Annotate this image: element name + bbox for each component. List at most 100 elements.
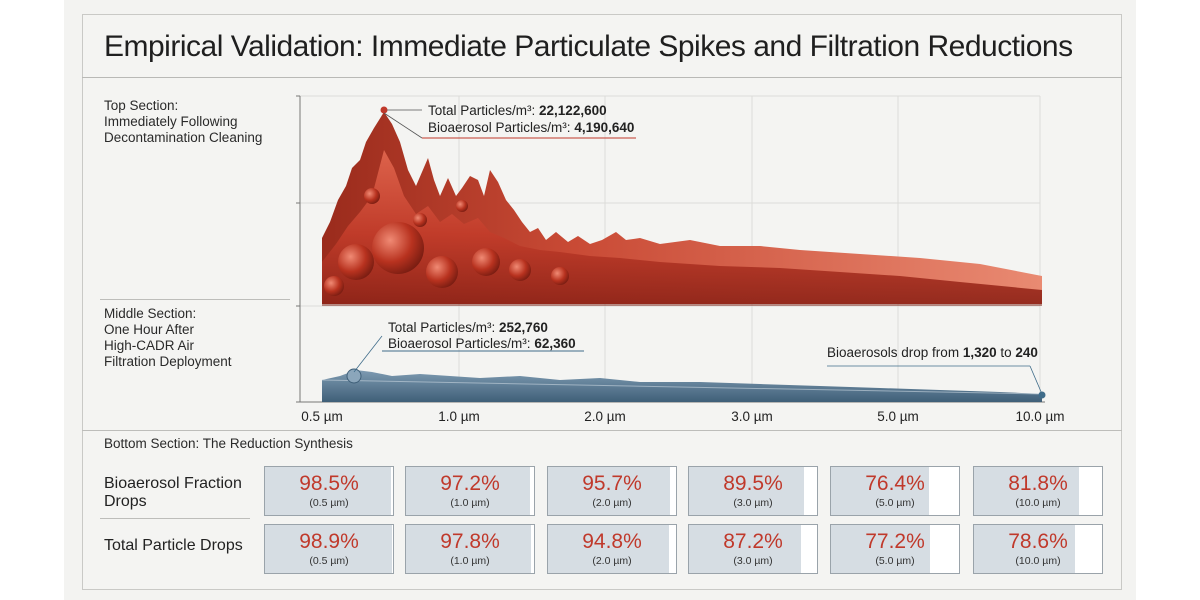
reduction-cell: 89.5% (3.0 µm) xyxy=(688,466,818,516)
reduction-cell: 76.4% (5.0 µm) xyxy=(830,466,960,516)
reduction-fill-bar xyxy=(548,467,671,515)
bottom-section-title: Bottom Section: The Reduction Synthesis xyxy=(104,436,353,451)
page-title: Empirical Validation: Immediate Particul… xyxy=(104,30,1073,63)
reduction-cell: 94.8% (2.0 µm) xyxy=(547,524,677,574)
reduction-size-label: (2.0 µm) xyxy=(592,497,632,509)
reduction-percent: 97.2% xyxy=(440,472,500,495)
reduction-fill-bar xyxy=(831,467,929,515)
title-divider xyxy=(82,77,1122,78)
callout-line xyxy=(353,335,383,373)
reduction-size-label: (0.5 µm) xyxy=(309,497,349,509)
reduction-cell: 87.2% (3.0 µm) xyxy=(688,524,818,574)
reduction-percent: 77.2% xyxy=(865,530,925,553)
bioaerosol-drop-text: Bioaerosols drop from 1,320 to 240 xyxy=(827,345,1038,360)
top-section-label-line: Immediately Following xyxy=(104,114,238,129)
middle-annotation: Total Particles/m³: 252,760 Bioaerosol P… xyxy=(353,320,584,373)
reduction-percent: 98.9% xyxy=(299,530,359,553)
middle-section-label-line: Filtration Deployment xyxy=(104,354,232,369)
particle-blob xyxy=(338,244,374,280)
particle-blob xyxy=(426,256,458,288)
post-filtration-area xyxy=(321,368,1043,402)
reduction-fill-bar xyxy=(265,525,392,573)
reduction-percent: 89.5% xyxy=(723,472,783,495)
reduction-fill-bar xyxy=(689,525,801,573)
reduction-percent: 81.8% xyxy=(1008,472,1068,495)
reduction-fill-bar xyxy=(831,525,930,573)
post-filtration-highlight xyxy=(321,379,1043,395)
middle-section-label-line: One Hour After xyxy=(104,322,195,337)
top-section-label-line: Decontamination Cleaning xyxy=(104,130,263,145)
top-section-label-line: Top Section: xyxy=(104,98,179,113)
x-tick-label: 2.0 µm xyxy=(584,409,626,424)
middle-section-label-line: Middle Section: xyxy=(104,306,197,321)
row-divider xyxy=(100,518,250,519)
middle-section-label-line: High-CADR Air xyxy=(104,338,195,353)
reduction-fill-bar xyxy=(406,467,531,515)
reduction-fill-bar xyxy=(974,467,1079,515)
particle-blob xyxy=(456,200,468,212)
reduction-percent: 98.5% xyxy=(299,472,359,495)
reduction-size-label: (3.0 µm) xyxy=(733,555,773,567)
callout-line xyxy=(1029,365,1043,395)
particle-blob xyxy=(372,222,424,274)
reduction-cell: 97.8% (1.0 µm) xyxy=(405,524,535,574)
middle-annotation-total: Total Particles/m³: 252,760 xyxy=(388,320,548,335)
section-divider xyxy=(100,299,290,300)
reduction-cell: 78.6% (10.0 µm) xyxy=(973,524,1103,574)
pre-filtration-area xyxy=(322,112,1042,306)
top-section-label: Top Section: Immediately Following Decon… xyxy=(104,98,262,146)
x-tick-label: 0.5 µm xyxy=(301,409,343,424)
particle-blob xyxy=(551,267,569,285)
reduction-size-label: (0.5 µm) xyxy=(309,555,349,567)
reduction-percent: 95.7% xyxy=(582,472,642,495)
particle-blob xyxy=(509,259,531,281)
top-annotation-total: Total Particles/m³: 22,122,600 xyxy=(428,103,607,118)
reduction-fill-bar xyxy=(265,467,392,515)
particle-blob xyxy=(413,213,427,227)
top-annotation: Total Particles/m³: 22,122,600 Bioaeroso… xyxy=(380,103,636,139)
bioaerosol-row-label: Bioaerosol Fraction Drops xyxy=(104,475,242,510)
x-tick-label: 1.0 µm xyxy=(438,409,480,424)
reduction-size-label: (1.0 µm) xyxy=(450,497,490,509)
reduction-size-label: (5.0 µm) xyxy=(875,555,915,567)
reduction-size-label: (2.0 µm) xyxy=(592,555,632,567)
middle-section-label: Middle Section: One Hour After High-CADR… xyxy=(104,306,232,370)
particle-blob xyxy=(346,368,362,384)
x-tick-label: 10.0 µm xyxy=(1015,409,1064,424)
reduction-percent: 76.4% xyxy=(865,472,925,495)
reduction-cell: 98.9% (0.5 µm) xyxy=(264,524,394,574)
post-filtration-area-shape xyxy=(322,370,1042,402)
bottom-section-divider xyxy=(82,430,1122,431)
x-axis-labels: 0.5 µm 1.0 µm 2.0 µm 3.0 µm 5.0 µm 10.0 … xyxy=(301,409,1064,424)
reduction-fill-bar xyxy=(548,525,670,573)
top-annotation-bio: Bioaerosol Particles/m³: 4,190,640 xyxy=(428,120,634,135)
reduction-cell: 77.2% (5.0 µm) xyxy=(830,524,960,574)
bioaerosol-drop-note: Bioaerosols drop from 1,320 to 240 xyxy=(827,345,1046,399)
reduction-size-label: (10.0 µm) xyxy=(1015,497,1061,509)
particle-distribution-chart: Total Particles/m³: 22,122,600 Bioaeroso… xyxy=(296,95,1065,424)
x-tick-label: 3.0 µm xyxy=(731,409,773,424)
pre-filtration-area-front xyxy=(322,150,1042,304)
x-tick-label: 5.0 µm xyxy=(877,409,919,424)
particle-blob xyxy=(364,188,380,204)
endpoint-marker xyxy=(1038,391,1046,399)
reduction-fill-bar xyxy=(974,525,1075,573)
particle-blob xyxy=(324,276,344,296)
reduction-fill-bar xyxy=(406,525,532,573)
reduction-size-label: (5.0 µm) xyxy=(875,497,915,509)
particle-blob xyxy=(472,248,500,276)
reduction-cell: 97.2% (1.0 µm) xyxy=(405,466,535,516)
middle-annotation-bio: Bioaerosol Particles/m³: 62,360 xyxy=(388,336,576,351)
reduction-size-label: (10.0 µm) xyxy=(1015,555,1061,567)
reduction-size-label: (3.0 µm) xyxy=(733,497,773,509)
reduction-percent: 94.8% xyxy=(582,530,642,553)
reduction-cell: 98.5% (0.5 µm) xyxy=(264,466,394,516)
reduction-cell: 95.7% (2.0 µm) xyxy=(547,466,677,516)
total-row-label: Total Particle Drops xyxy=(104,537,243,554)
reduction-fill-bar xyxy=(689,467,804,515)
reduction-percent: 87.2% xyxy=(723,530,783,553)
reduction-percent: 78.6% xyxy=(1008,530,1068,553)
reduction-size-label: (1.0 µm) xyxy=(450,555,490,567)
peak-marker xyxy=(380,106,388,114)
pre-filtration-area-base xyxy=(322,304,1042,306)
